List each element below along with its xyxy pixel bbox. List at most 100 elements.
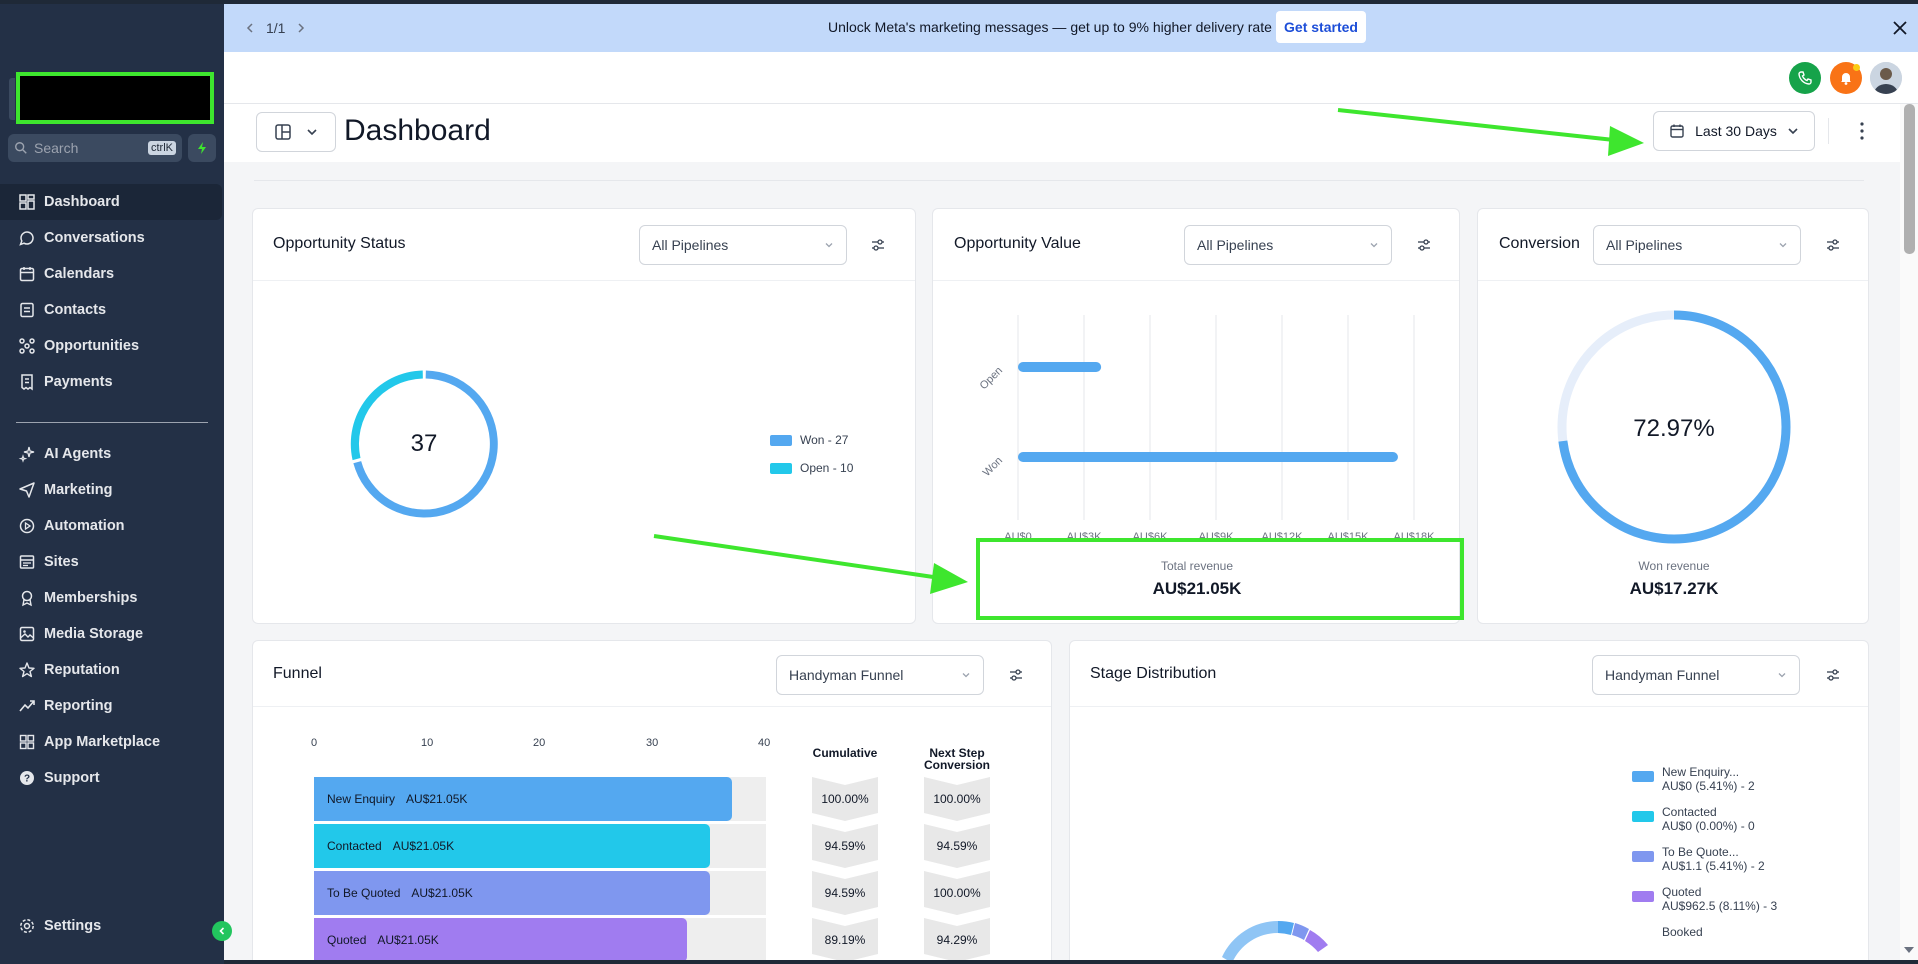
funnel-row: Quoted AU$21.05K <box>314 918 766 962</box>
legend-item-contacted[interactable]: Contacted AU$0 (0.00%) - 0 <box>1632 805 1777 833</box>
legend-swatch <box>1632 811 1654 822</box>
legend-name: Quoted <box>1662 885 1702 899</box>
opportunity-status-donut: 37 <box>350 370 498 518</box>
chevron-down-icon <box>1370 243 1378 248</box>
filter-icon[interactable] <box>1416 237 1432 253</box>
next-step-header-1: Next Step <box>929 746 985 760</box>
nav-footer: Settings <box>0 908 224 944</box>
card-header: Stage Distribution Handyman Funnel <box>1070 641 1868 707</box>
sidebar-item-settings[interactable]: Settings <box>0 908 224 944</box>
legend-item-won[interactable]: Won - 27 <box>770 426 853 454</box>
sidebar-item-ai-agents[interactable]: AI Agents <box>0 436 224 472</box>
funnel-axis-tick: 0 <box>311 737 318 749</box>
chevron-down-icon <box>307 129 317 136</box>
window-bottom-strip <box>224 960 1918 964</box>
scroll-down-icon[interactable] <box>1902 944 1916 956</box>
chevron-left-icon[interactable] <box>244 22 256 34</box>
filter-icon[interactable] <box>1008 667 1024 683</box>
notifications-button[interactable] <box>1830 62 1862 94</box>
next-step-header-2: Conversion <box>923 758 990 772</box>
funnel-select[interactable]: Handyman Funnel <box>1592 655 1800 695</box>
funnel-bar[interactable]: New Enquiry AU$21.05K <box>314 777 733 821</box>
promo-banner: 1/1 Unlock Meta's marketing messages — g… <box>224 4 1918 52</box>
avatar[interactable] <box>1870 62 1902 94</box>
legend-text: To Be Quote... AU$1.1 (5.41%) - 2 <box>1662 845 1765 873</box>
legend-name: Booked <box>1662 925 1703 939</box>
search-input[interactable]: Search ctrlK <box>8 134 182 162</box>
more-options-icon[interactable] <box>1858 118 1866 144</box>
funnel-select[interactable]: Handyman Funnel <box>776 655 984 695</box>
sidebar-item-support[interactable]: ? Support <box>0 760 224 796</box>
funnel-bar[interactable]: Contacted AU$21.05K <box>314 824 710 868</box>
legend-item-booked[interactable]: Booked <box>1632 925 1777 939</box>
card-title: Conversion <box>1499 235 1580 252</box>
logo-redacted[interactable] <box>16 72 214 124</box>
phone-icon <box>1798 71 1812 85</box>
scrollbar-track[interactable] <box>1900 104 1918 964</box>
bar-open[interactable] <box>1018 362 1102 372</box>
contacts-icon <box>20 302 34 318</box>
filter-icon[interactable] <box>1825 667 1841 683</box>
date-range-button[interactable]: Last 30 Days <box>1653 111 1815 151</box>
get-started-button[interactable]: Get started <box>1276 11 1366 43</box>
pipeline-select[interactable]: All Pipelines <box>1184 225 1392 265</box>
legend-swatch <box>770 434 792 446</box>
legend-swatch <box>770 462 792 474</box>
chevron-down-icon <box>962 673 970 678</box>
sidebar-item-media-storage[interactable]: Media Storage <box>0 616 224 652</box>
donut-segment-quoted[interactable] <box>1305 930 1328 952</box>
sidebar-item-payments[interactable]: Payments <box>0 364 224 400</box>
card-header: Conversion All Pipelines <box>1478 209 1868 281</box>
sidebar-item-memberships[interactable]: Memberships <box>0 580 224 616</box>
chevron-right-icon[interactable] <box>295 22 307 34</box>
sidebar: Search ctrlK Dashboard Conversations Cal… <box>0 4 224 964</box>
pipeline-select[interactable]: All Pipelines <box>1593 225 1801 265</box>
close-icon[interactable] <box>1890 18 1910 38</box>
quick-action-button[interactable] <box>188 134 216 162</box>
calendar-icon <box>19 267 35 282</box>
sidebar-item-marketing[interactable]: Marketing <box>0 472 224 508</box>
sidebar-item-calendars[interactable]: Calendars <box>0 256 224 292</box>
funnel-bar[interactable]: To Be Quoted AU$21.05K <box>314 871 710 915</box>
logo-tab <box>9 78 15 120</box>
sidebar-item-label: Media Storage <box>44 626 144 642</box>
help-icon: ? <box>20 771 34 785</box>
sidebar-item-conversations[interactable]: Conversations <box>0 220 224 256</box>
legend-item-to-be-quoted[interactable]: To Be Quote... AU$1.1 (5.41%) - 2 <box>1632 845 1777 873</box>
sidebar-item-contacts[interactable]: Contacts <box>0 292 224 328</box>
phone-button[interactable] <box>1789 62 1821 94</box>
sidebar-item-app-marketplace[interactable]: App Marketplace <box>0 724 224 760</box>
legend-item-open[interactable]: Open - 10 <box>770 454 853 482</box>
chevron-down-icon <box>1788 128 1798 135</box>
sidebar-item-reporting[interactable]: Reporting <box>0 688 224 724</box>
sidebar-item-dashboard[interactable]: Dashboard <box>0 184 222 220</box>
total-revenue-value: AU$21.05K <box>1152 579 1242 598</box>
grid-icon <box>19 194 35 210</box>
layout-switcher-button[interactable] <box>256 112 336 152</box>
sidebar-item-sites[interactable]: Sites <box>0 544 224 580</box>
filter-icon[interactable] <box>870 237 886 253</box>
pipeline-select[interactable]: All Pipelines <box>639 225 847 265</box>
legend-item-new-enquiry[interactable]: New Enquiry... AU$0 (5.41%) - 2 <box>1632 765 1777 793</box>
funnel-bar[interactable]: Quoted AU$21.05K <box>314 918 687 962</box>
filter-icon[interactable] <box>1825 237 1841 253</box>
scrollbar-thumb[interactable] <box>1904 104 1915 254</box>
opportunities-icon <box>19 338 35 354</box>
y-tick-label: Won <box>981 455 1005 479</box>
sidebar-item-opportunities[interactable]: Opportunities <box>0 328 224 364</box>
donut-segment-to-be-quoted[interactable] <box>1292 923 1309 940</box>
sidebar-collapse-button[interactable] <box>212 921 232 941</box>
sidebar-item-reputation[interactable]: Reputation <box>0 652 224 688</box>
bar-won[interactable] <box>1018 452 1398 462</box>
donut-segment-contacted[interactable] <box>1278 920 1294 935</box>
stage-distribution-legend: New Enquiry... AU$0 (5.41%) - 2 Contacted… <box>1632 765 1777 951</box>
pager-text: 1/1 <box>266 20 286 36</box>
page-title: Dashboard <box>344 114 491 147</box>
donut-segment-new-enquiry[interactable] <box>1222 921 1278 963</box>
opportunity-value-card: Opportunity Value All Pipelines AU$0 AU$3… <box>932 208 1460 624</box>
donut-segment-open[interactable] <box>350 370 423 461</box>
legend-item-quoted[interactable]: Quoted AU$962.5 (8.11%) - 3 <box>1632 885 1777 913</box>
date-range-label: Last 30 Days <box>1695 123 1777 139</box>
star-icon <box>19 662 35 678</box>
sidebar-item-automation[interactable]: Automation <box>0 508 224 544</box>
